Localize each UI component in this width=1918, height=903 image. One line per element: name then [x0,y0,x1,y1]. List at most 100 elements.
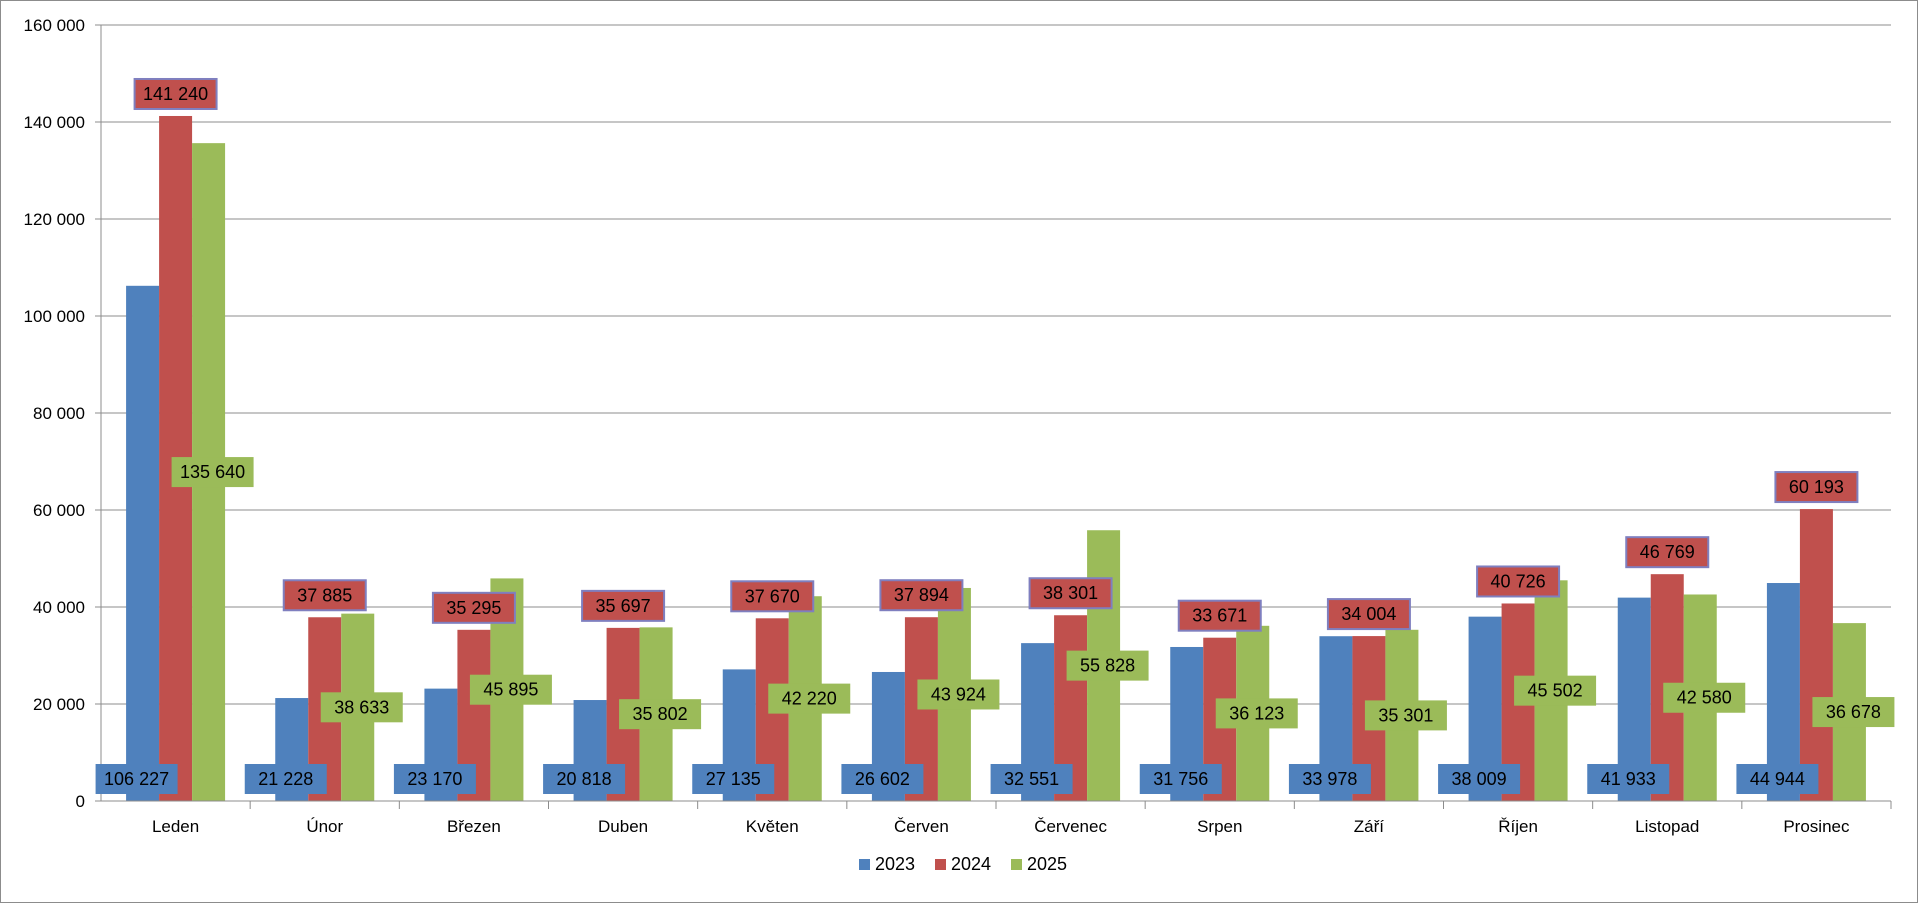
data-label-box [1663,682,1746,713]
data-label-box [730,580,815,613]
x-tick-label: Leden [152,817,199,836]
data-label-text: 35 301 [1378,705,1433,725]
data-label-text: 34 004 [1341,604,1396,624]
legend-item-2023: 2023 [859,854,915,874]
y-tick-label: 140 000 [24,113,85,132]
y-tick-label: 20 000 [33,695,85,714]
data-label-box [1326,598,1411,631]
data-label-2025: 45 502 [1514,675,1597,706]
x-tick-label: Listopad [1635,817,1699,836]
data-label-text: 43 924 [931,684,986,704]
x-tick-label: Září [1354,817,1385,836]
x-tick-label: Červen [894,817,949,836]
data-label-text: 44 944 [1750,769,1805,789]
y-tick-label: 60 000 [33,501,85,520]
data-label-box [1587,764,1670,794]
data-label-text: 106 227 [104,769,169,789]
x-tick-label: Srpen [1197,817,1242,836]
data-label-2023: 33 978 [1288,764,1371,794]
data-labels: 106 227 141 240 135 640 21 228 37 885 38 633 2… [95,77,1895,794]
data-label-text: 46 769 [1640,542,1695,562]
x-tick-label: Březen [447,817,501,836]
bar-2024 [1799,509,1833,801]
data-label-box [1066,650,1149,681]
data-label-text: 38 009 [1452,769,1507,789]
data-label-2024: 60 193 [1774,471,1859,504]
data-label-text: 135 640 [180,462,245,482]
gridlines: 0 20 000 40 000 60 000 80 000 100 000 120 000 1… [24,16,1891,811]
data-label-box [1514,675,1597,706]
data-label-2023: 31 756 [1139,764,1222,794]
data-label-box [1774,471,1859,504]
y-tick-label: 40 000 [33,598,85,617]
data-label-2024: 34 004 [1326,598,1411,631]
data-label-2023: 20 818 [543,764,626,794]
data-label-text: 42 220 [782,689,837,709]
data-label-box [1288,764,1371,794]
data-label-text: 37 894 [894,585,949,605]
data-label-box [1215,698,1298,729]
data-label-box [469,674,552,705]
data-label-2024: 38 301 [1028,577,1113,610]
data-label-box [692,764,775,794]
data-label-2024: 40 726 [1476,565,1561,598]
data-label-text: 38 301 [1043,583,1098,603]
data-label-box [244,764,327,794]
y-tick-label: 100 000 [24,307,85,326]
data-label-text: 36 123 [1229,703,1284,723]
data-label-2025: 42 580 [1663,682,1746,713]
data-label-box [1438,764,1521,794]
data-label-text: 45 502 [1528,681,1583,701]
data-label-text: 60 193 [1789,477,1844,497]
data-label-text: 141 240 [143,84,208,104]
data-label-box [393,764,476,794]
data-label-2023: 38 009 [1438,764,1521,794]
data-label-text: 32 551 [1004,769,1059,789]
data-label-2025: 38 633 [320,692,403,723]
data-label-2024: 35 697 [581,589,666,622]
data-label-2023: 26 602 [841,764,924,794]
legend-item-2024: 2024 [935,854,991,874]
data-label-box [1139,764,1222,794]
data-label-box [1812,697,1895,728]
data-label-text: 35 697 [596,596,651,616]
data-label-text: 20 818 [557,769,612,789]
data-label-2025: 45 895 [469,674,552,705]
data-label-2023: 23 170 [393,764,476,794]
legend-swatch [935,859,946,870]
data-label-box [990,764,1073,794]
x-tick-label: Červenec [1034,817,1107,836]
data-label-text: 33 978 [1302,769,1357,789]
data-label-text: 45 895 [483,680,538,700]
data-label-2023: 27 135 [692,764,775,794]
data-label-box [95,764,178,794]
data-label-2024: 37 885 [282,579,367,612]
y-tick-label: 0 [76,792,85,811]
data-label-text: 27 135 [706,769,761,789]
data-label-2023: 41 933 [1587,764,1670,794]
data-label-2025: 36 678 [1812,697,1895,728]
data-label-2023: 32 551 [990,764,1073,794]
data-label-box [917,679,1000,710]
data-label-box [768,683,851,714]
bars: Leden Únor Březen Duben Květen Červen Červenec… [126,115,1892,836]
legend-label: 2023 [875,854,915,874]
data-label-2025: 42 220 [768,683,851,714]
data-label-text: 41 933 [1601,769,1656,789]
data-label-2024: 141 240 [133,77,218,110]
data-label-box [581,589,666,622]
x-tick-label: Únor [306,817,343,836]
legend-label: 2024 [951,854,991,874]
x-tick-label: Duben [598,817,648,836]
data-label-text: 38 633 [334,697,389,717]
x-tick-label: Květen [746,817,799,836]
data-label-text: 37 885 [297,585,352,605]
legend: 2023 2024 2025 [859,854,1067,874]
data-label-box [841,764,924,794]
data-label-text: 37 670 [745,586,800,606]
data-label-box [879,579,964,612]
data-label-2024: 37 670 [730,580,815,613]
data-label-box [282,579,367,612]
